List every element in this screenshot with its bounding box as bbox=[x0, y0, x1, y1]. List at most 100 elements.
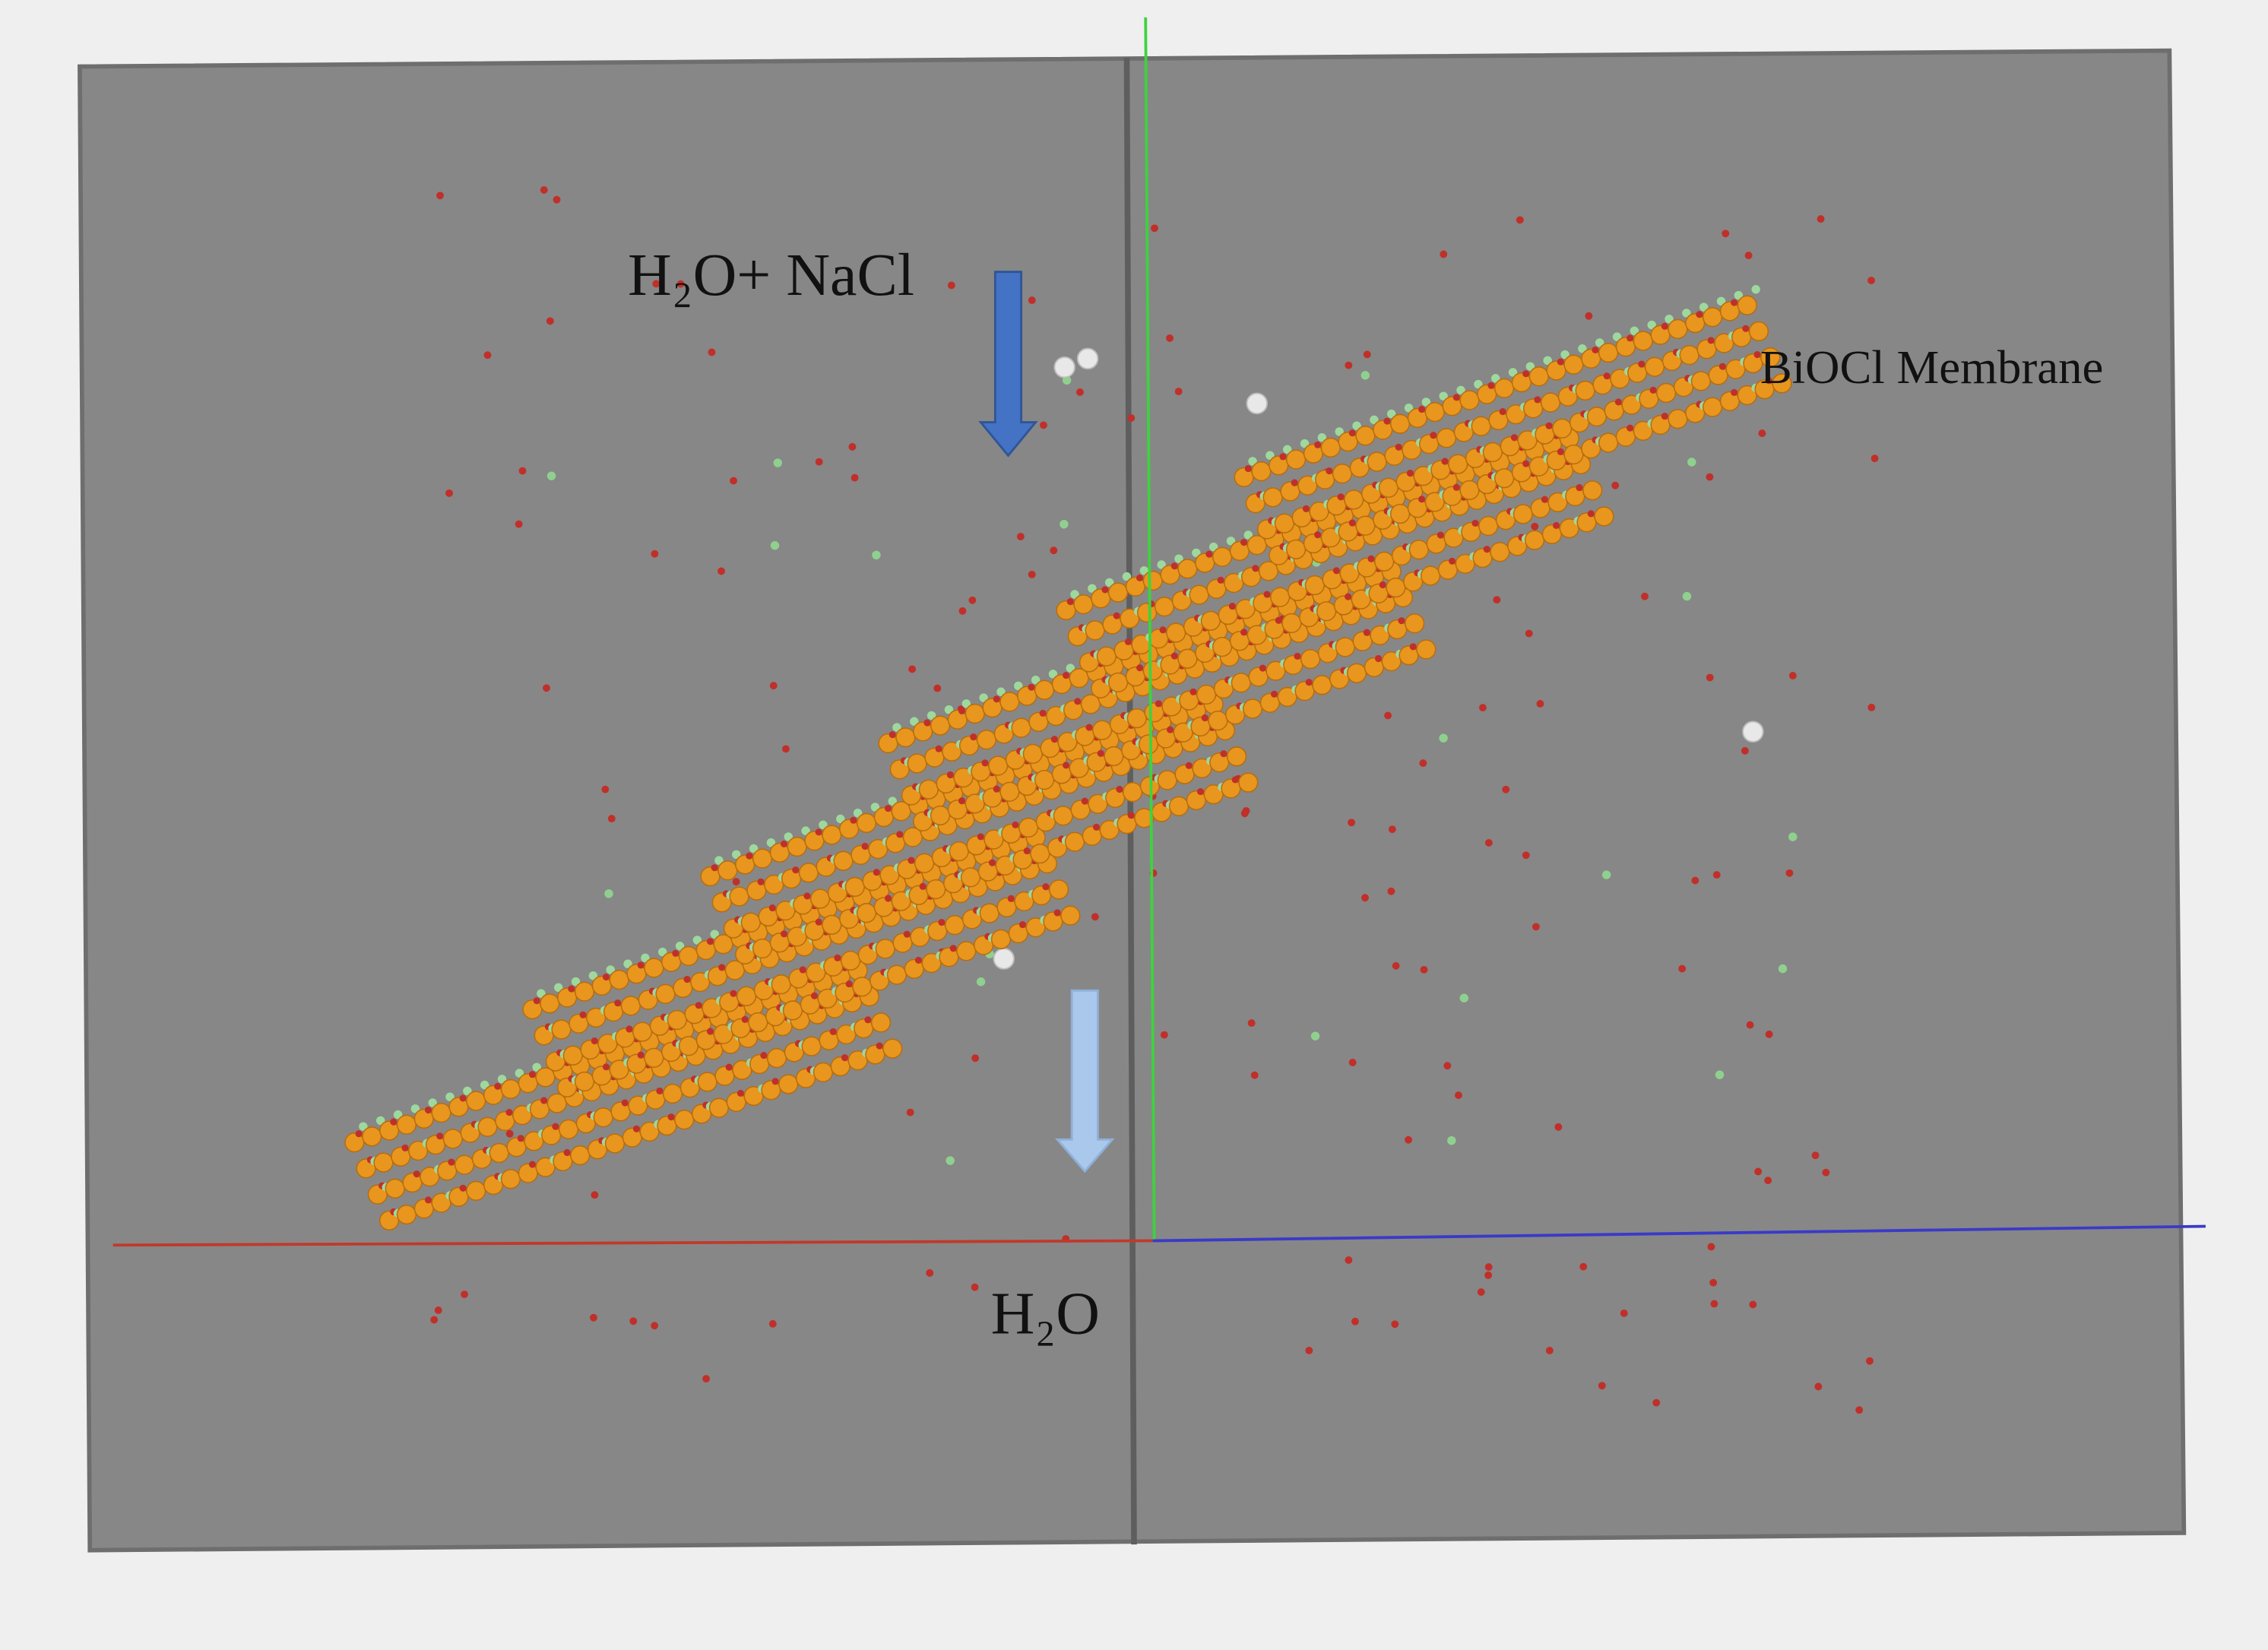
chlorine bbox=[853, 808, 863, 818]
water-oxygen bbox=[1050, 546, 1058, 555]
oxygen bbox=[815, 918, 822, 926]
oxygen bbox=[896, 831, 904, 838]
bismuth bbox=[1552, 418, 1573, 439]
oxygen bbox=[1395, 443, 1402, 451]
oxygen bbox=[602, 1063, 610, 1071]
oxygen bbox=[1374, 654, 1383, 663]
water-oxygen bbox=[717, 567, 725, 575]
chlorine bbox=[892, 723, 901, 732]
oxygen bbox=[760, 1052, 768, 1059]
oxygen bbox=[1063, 672, 1070, 679]
chlorine bbox=[445, 1092, 455, 1101]
oxygen bbox=[792, 866, 800, 874]
oxygen bbox=[1018, 921, 1027, 929]
bismuth bbox=[1251, 461, 1272, 482]
water-oxygen bbox=[601, 785, 610, 793]
water-oxygen bbox=[1749, 1300, 1757, 1309]
oxygen bbox=[1576, 484, 1583, 492]
water-oxygen bbox=[848, 442, 857, 451]
water-oxygen bbox=[1127, 414, 1136, 422]
chlorine bbox=[961, 699, 971, 708]
water-oxygen bbox=[971, 1283, 979, 1291]
water-oxygen bbox=[1351, 1317, 1359, 1325]
oxygen bbox=[1406, 470, 1414, 477]
water-oxygen bbox=[1443, 1062, 1452, 1070]
bismuth bbox=[1034, 679, 1055, 700]
oxygen bbox=[1220, 750, 1227, 758]
chlorine bbox=[1682, 309, 1691, 318]
bismuth bbox=[466, 1091, 486, 1111]
water-oxygen bbox=[546, 317, 554, 325]
water-oxygen bbox=[1652, 1398, 1661, 1407]
oxygen bbox=[889, 731, 896, 739]
oxygen bbox=[988, 859, 996, 866]
bismuth bbox=[870, 1012, 892, 1033]
chlorine bbox=[1439, 391, 1448, 401]
bismuth bbox=[678, 1036, 699, 1056]
water-oxygen bbox=[908, 665, 917, 673]
oxygen bbox=[1116, 785, 1123, 793]
oxygen bbox=[1189, 688, 1197, 695]
chlorine bbox=[623, 959, 632, 968]
bismuth bbox=[1346, 663, 1367, 683]
z-axis bbox=[1152, 1224, 2206, 1243]
water-oxygen bbox=[1706, 473, 1714, 481]
oxygen bbox=[1661, 322, 1668, 330]
oxygen bbox=[614, 999, 622, 1007]
oxygen bbox=[1742, 325, 1750, 332]
chlorine bbox=[766, 838, 776, 847]
bismuth bbox=[1436, 428, 1457, 448]
chlorine bbox=[1647, 320, 1656, 330]
oxygen bbox=[1012, 821, 1019, 828]
bismuth bbox=[1389, 503, 1411, 524]
bismuth bbox=[540, 993, 560, 1014]
bismuth bbox=[822, 825, 842, 845]
oxygen bbox=[1007, 895, 1015, 902]
water-oxygen bbox=[1545, 1347, 1554, 1354]
oxygen bbox=[683, 975, 691, 983]
bismuth bbox=[956, 941, 977, 961]
oxygen bbox=[730, 990, 737, 997]
bismuth bbox=[620, 996, 641, 1016]
oxygen bbox=[981, 759, 989, 767]
oxygen bbox=[845, 980, 853, 988]
water-oxygen bbox=[1678, 964, 1687, 973]
bismuth bbox=[882, 1038, 903, 1059]
bismuth bbox=[466, 1180, 486, 1202]
bismuth bbox=[1189, 584, 1209, 605]
oxygen bbox=[1201, 714, 1208, 722]
oxygen bbox=[1042, 883, 1050, 891]
oxygen bbox=[1437, 531, 1444, 539]
oxygen bbox=[1332, 567, 1340, 575]
chlorine bbox=[1665, 315, 1674, 324]
bismuth bbox=[999, 692, 1020, 712]
water-oxygen bbox=[1691, 876, 1699, 885]
bismuth bbox=[1096, 646, 1117, 667]
bismuth bbox=[708, 1097, 730, 1118]
oxygen bbox=[1185, 762, 1193, 769]
bismuth bbox=[1668, 409, 1688, 429]
bismuth bbox=[697, 1072, 717, 1092]
bismuth bbox=[990, 929, 1012, 949]
bismuth bbox=[1104, 746, 1124, 767]
oxygen bbox=[970, 733, 977, 741]
water-oxygen bbox=[1866, 1357, 1874, 1365]
water-oxygen bbox=[968, 596, 977, 604]
oxygen bbox=[884, 895, 892, 902]
chlorine bbox=[1031, 675, 1041, 685]
water-oxygen bbox=[1785, 869, 1794, 877]
bismuth bbox=[655, 983, 676, 1004]
water-oxygen bbox=[1348, 1059, 1357, 1066]
bismuth bbox=[1238, 772, 1259, 793]
oxygen bbox=[1314, 441, 1322, 448]
chlorine bbox=[359, 1122, 368, 1131]
chloride bbox=[1459, 993, 1468, 1002]
chlorine bbox=[606, 965, 615, 974]
water-oxygen bbox=[1709, 1278, 1718, 1287]
oxygen bbox=[718, 964, 726, 971]
chlorine bbox=[1421, 397, 1431, 407]
water-oxygen bbox=[947, 281, 955, 290]
bismuth bbox=[1459, 390, 1480, 410]
chlorine bbox=[1066, 663, 1075, 673]
